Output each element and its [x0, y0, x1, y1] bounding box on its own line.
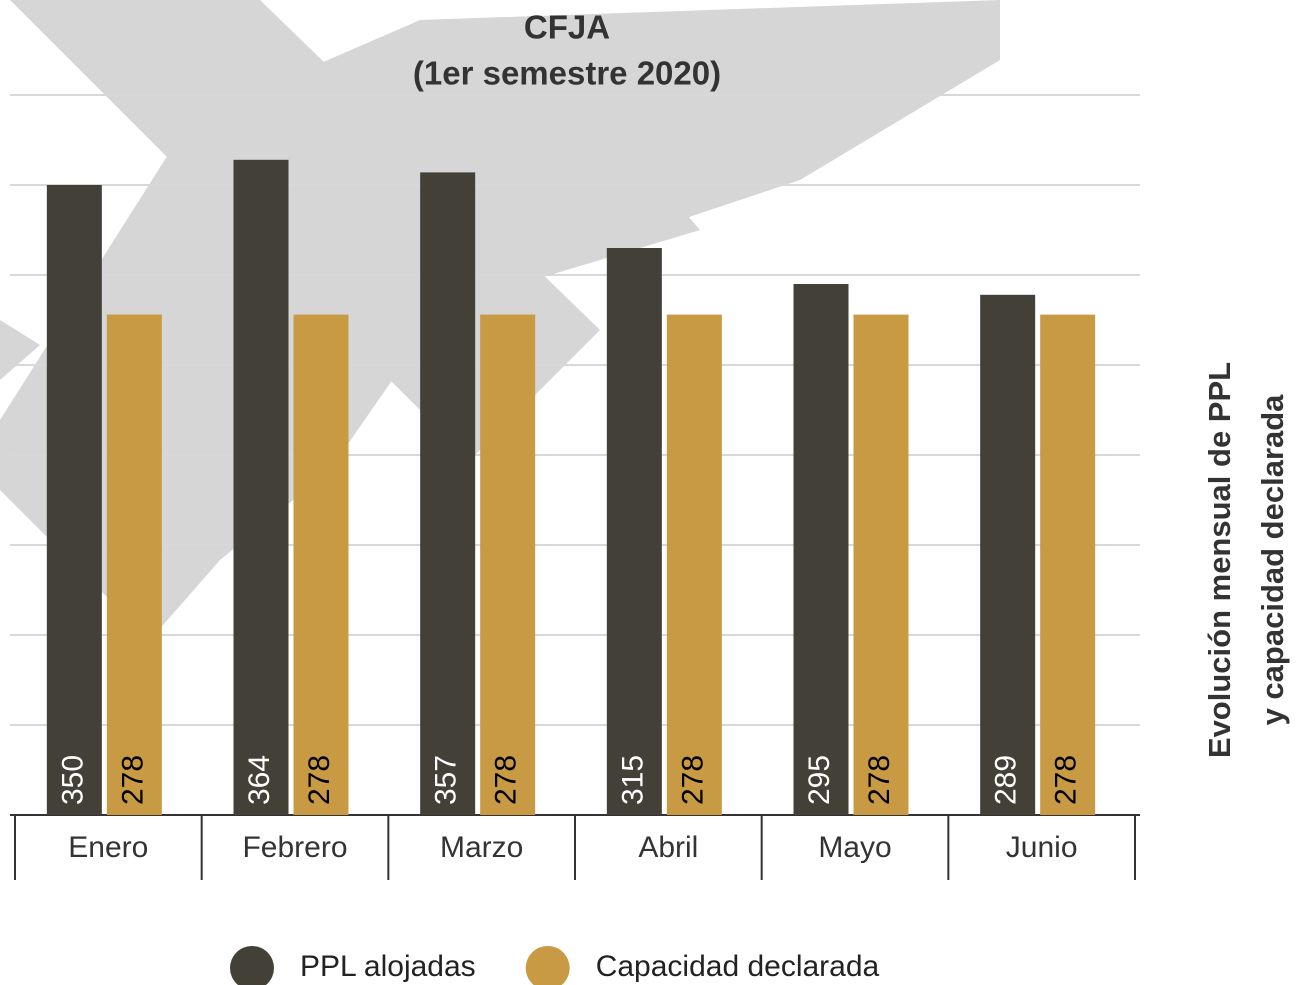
value-label: 364: [243, 755, 276, 805]
bar: [607, 248, 662, 815]
bar: [854, 315, 909, 815]
legend-label: Capacidad declarada: [596, 950, 880, 983]
value-label: 295: [803, 755, 836, 805]
side-title: Evolución mensual de PPL: [1202, 362, 1237, 758]
value-label: 278: [490, 755, 523, 805]
bar: [47, 185, 102, 815]
value-label: 278: [116, 755, 149, 805]
bar: [420, 172, 475, 815]
value-label: 278: [1050, 755, 1083, 805]
value-label: 350: [56, 755, 89, 805]
x-tick-label: Enero: [68, 831, 148, 864]
value-label: 289: [990, 755, 1023, 805]
value-label: 315: [616, 755, 649, 805]
value-label: 278: [863, 755, 896, 805]
x-tick-label: Junio: [1006, 831, 1078, 864]
bar: [234, 160, 289, 815]
bar: [107, 315, 162, 815]
bar: [294, 315, 349, 815]
bar: [980, 295, 1035, 815]
value-label: 357: [430, 755, 463, 805]
side-title: y capacidad declarada: [1255, 394, 1290, 726]
x-tick-label: Mayo: [818, 831, 891, 864]
x-tick-label: Abril: [638, 831, 698, 864]
legend-label: PPL alojadas: [300, 950, 476, 983]
legend-swatch: [230, 946, 274, 985]
bar: [480, 315, 535, 815]
legend-swatch: [526, 946, 570, 985]
value-label: 278: [676, 755, 709, 805]
bar: [667, 315, 722, 815]
x-tick-label: Marzo: [440, 831, 523, 864]
bar: [794, 284, 849, 815]
chart-subtitle: (1er semestre 2020): [413, 55, 721, 92]
chart: CFJA (1er semestre 2020) Evolución mensu…: [0, 0, 1309, 985]
chart-title: CFJA: [524, 9, 610, 46]
x-tick-label: Febrero: [242, 831, 347, 864]
value-label: 278: [303, 755, 336, 805]
bar: [1040, 315, 1095, 815]
